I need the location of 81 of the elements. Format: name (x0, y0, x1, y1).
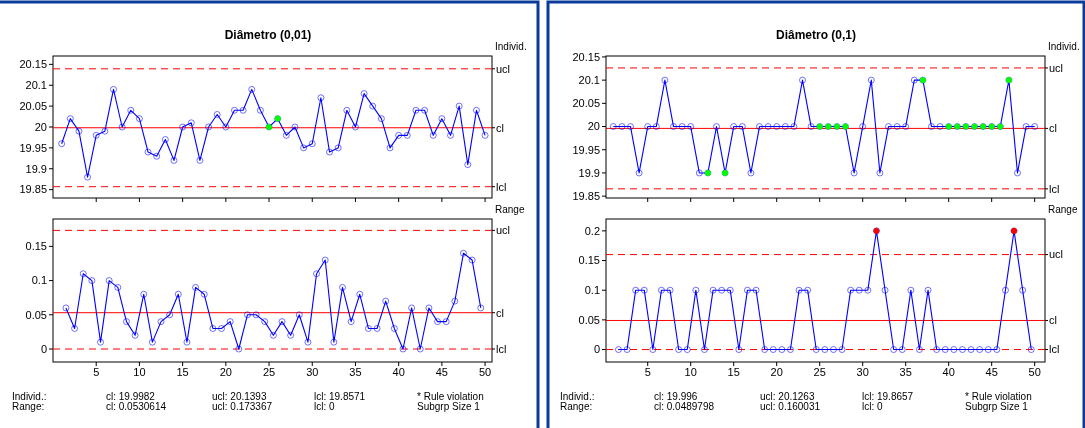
text: lcl: 19.8657 (862, 391, 914, 402)
x-tick-label: 45 (985, 366, 998, 378)
x-tick-label: 30 (306, 366, 319, 378)
text: Range: (12, 401, 45, 412)
y-tick-label: 0 (593, 343, 600, 356)
text: Individ.: (12, 391, 47, 402)
y-tick-label: 20.1 (578, 73, 600, 86)
x-tick-label: 10 (684, 366, 697, 378)
y-tick-label: 0.15 (578, 254, 600, 267)
y-tick-label: 20.15 (19, 58, 47, 71)
ref-line-label: lcl (1049, 343, 1060, 356)
y-tick-label: 20.1 (25, 79, 47, 92)
x-tick-label: 40 (392, 366, 405, 378)
ref-line-label: ucl (496, 224, 511, 237)
y-tick-label: 19.9 (25, 162, 47, 175)
y-tick-label: 20 (34, 120, 47, 133)
text: ucl: 0.173367 (212, 401, 273, 412)
x-tick-label: 20 (770, 366, 783, 378)
ref-line-label: ucl (1049, 61, 1064, 74)
ref-line-label: ucl (1049, 248, 1064, 261)
x-tick-label: 25 (262, 366, 276, 378)
y-tick-label: 19.85 (572, 189, 600, 202)
x-tick-label: 5 (93, 366, 100, 378)
text: cl: 19.996 (654, 391, 698, 402)
ref-line-label: lcl (496, 180, 507, 193)
y-tick-label: 0.15 (25, 240, 47, 253)
x-tick-label: 15 (727, 366, 740, 378)
y-tick-label: 20 (587, 120, 600, 133)
x-tick-label: 10 (133, 366, 146, 378)
text: ucl: 20.1263 (760, 391, 815, 402)
y-axis-title: Range (495, 204, 525, 215)
text: Subgrp Size 1 (417, 401, 481, 412)
text: * Rule violation (965, 391, 1032, 402)
y-tick-label: 20.05 (19, 99, 47, 112)
x-tick-label: 50 (1028, 366, 1041, 378)
x-tick-label: 30 (856, 366, 869, 378)
y-tick-label: 0 (40, 342, 47, 355)
text: ucl: 0.160031 (760, 401, 821, 412)
x-tick-label: 40 (942, 366, 955, 378)
y-tick-label: 0.05 (25, 308, 47, 321)
x-tick-label: 20 (219, 366, 232, 378)
text: lcl: 19.8571 (314, 391, 366, 402)
y-tick-label: 0.1 (31, 274, 47, 287)
x-tick-label: 5 (644, 366, 651, 378)
text: lcl: 0 (314, 401, 335, 412)
ref-line-label: lcl (496, 342, 507, 355)
text: Range: (560, 401, 593, 412)
text: ucl: 20.1393 (212, 391, 267, 402)
ref-line-label: cl (1049, 122, 1057, 135)
y-axis-title: Individ. (495, 41, 527, 52)
ref-line-label: ucl (496, 62, 511, 75)
text: Individ.: (560, 391, 595, 402)
ref-line-label: cl (496, 121, 504, 134)
ref-line-label: lcl (1049, 182, 1060, 195)
x-tick-label: 25 (813, 366, 826, 378)
ref-line-label: cl (1049, 314, 1057, 327)
y-tick-label: 19.95 (572, 143, 600, 156)
chart-title: Diâmetro (0,01) (224, 28, 312, 42)
ref-line-label: cl (496, 306, 504, 319)
x-tick-label: 15 (176, 366, 189, 378)
y-axis-title: Individ. (1048, 41, 1080, 52)
text: cl: 19.9982 (106, 391, 156, 402)
y-axis-title: Range (1048, 204, 1078, 215)
x-tick-label: 35 (899, 366, 912, 378)
x-tick-label: 50 (478, 366, 492, 378)
text: cl: 0.0530614 (106, 401, 167, 412)
text: Subgrp Size 1 (965, 401, 1029, 412)
y-tick-label: 20.15 (572, 50, 600, 63)
x-tick-label: 45 (435, 366, 448, 378)
y-tick-label: 0.1 (584, 284, 600, 297)
y-tick-label: 19.9 (578, 166, 600, 179)
chart-title: Diâmetro (0,1) (775, 28, 857, 42)
x-tick-label: 35 (349, 366, 362, 378)
text: cl: 0.0489798 (654, 401, 715, 412)
text: lcl: 0 (862, 401, 883, 412)
text: * Rule violation (417, 391, 484, 402)
y-tick-label: 20.05 (572, 97, 600, 110)
y-tick-label: 0.05 (578, 313, 600, 326)
y-tick-label: 19.95 (19, 141, 47, 154)
y-tick-label: 0.2 (584, 224, 600, 237)
y-tick-label: 19.85 (19, 183, 47, 196)
